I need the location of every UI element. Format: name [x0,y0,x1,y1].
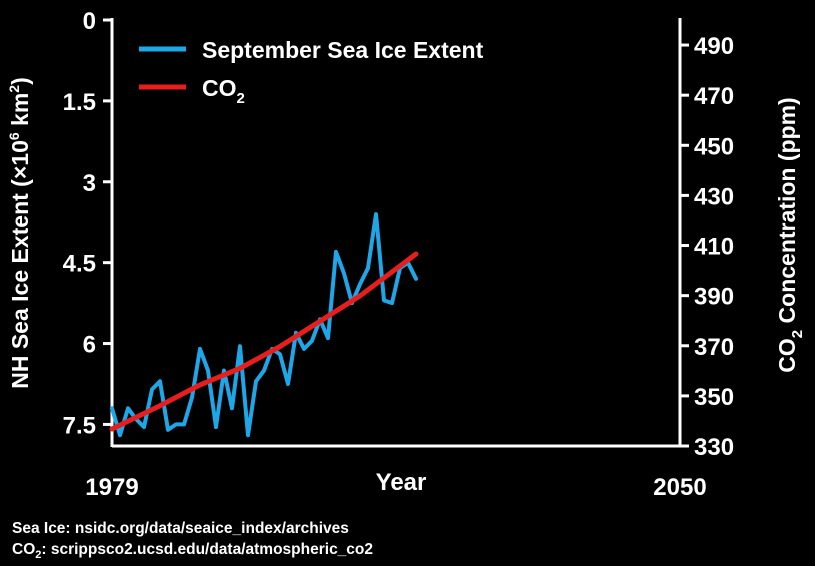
source-co2: CO2: scrippsco2.ucsd.edu/data/atmospheri… [12,541,374,562]
left-axis-title: NH Sea Ice Extent (×106 km2) [6,77,33,389]
x-tick-label: 2050 [653,474,706,501]
chart: 0 1.5 3 4.5 6 7.5 330 350 370 390 410 430 450 470 490 1… [6,8,806,501]
right-tick-label: 490 [694,33,734,60]
plot-area [109,212,419,438]
left-tick-label: 0 [83,8,96,35]
co2-series-line [109,251,419,432]
x-tick-label: 1979 [85,474,138,501]
x-axis-title: Year [376,469,427,496]
left-tick-label: 4.5 [63,251,96,278]
right-tick-label: 430 [694,183,734,210]
left-tick-label: 1.5 [63,89,96,116]
legend-label-co2: CO2 [202,75,245,107]
right-axis-title: CO2 Concentration (ppm) [774,97,806,372]
left-tick-label: 3 [83,170,96,197]
right-tick-label: 350 [694,384,734,411]
left-tick-label: 6 [83,332,96,359]
legend-label-sea-ice: September Sea Ice Extent [202,37,484,63]
source-notes: Sea Ice: nsidc.org/data/seaice_index/arc… [12,518,373,566]
source-sea-ice: Sea Ice: nsidc.org/data/seaice_index/arc… [12,520,349,537]
right-tick-label: 330 [694,434,734,461]
right-tick-label: 410 [694,234,734,261]
sea-ice-series-line [110,212,418,438]
right-tick-label: 390 [694,284,734,311]
right-tick-label: 370 [694,334,734,361]
right-tick-label: 450 [694,133,734,160]
left-tick-label: 7.5 [63,412,96,439]
right-tick-label: 470 [694,83,734,110]
legend: September Sea Ice Extent CO2 [139,37,484,107]
axes: 0 1.5 3 4.5 6 7.5 330 350 370 390 410 430 450 470 490 1… [6,8,806,501]
